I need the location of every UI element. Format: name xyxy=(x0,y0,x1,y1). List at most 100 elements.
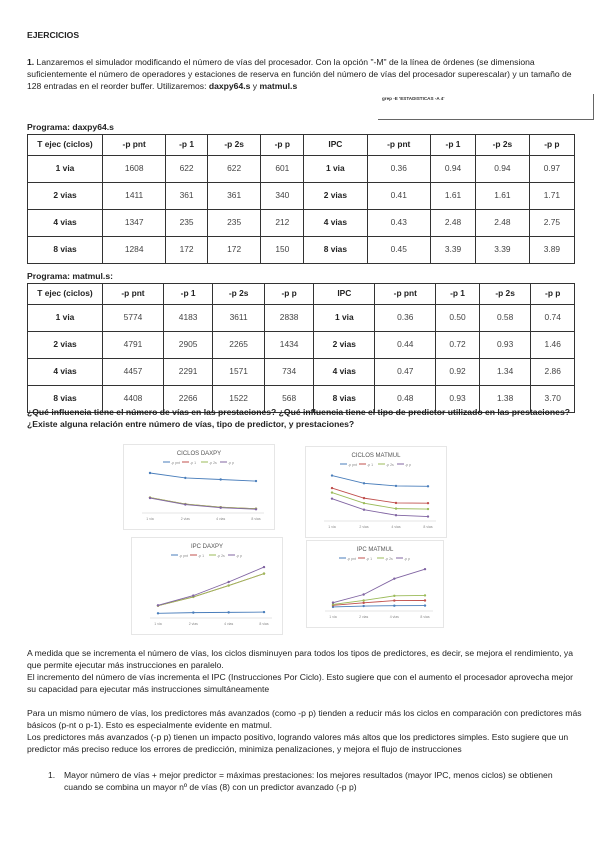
data-point xyxy=(330,474,334,477)
data-point xyxy=(330,486,334,490)
table-title-matmul: Programa: matmul.s: xyxy=(27,271,113,281)
table-cell: 0.36 xyxy=(374,304,437,332)
table-cell: 1284 xyxy=(101,236,167,264)
column-header: IPC xyxy=(313,283,376,305)
table-cell: 0.41 xyxy=(366,182,431,210)
table-cell: 4183 xyxy=(162,304,214,332)
question: ¿Qué influencia tiene el número de vías … xyxy=(27,407,570,429)
table-row: 2 vias 1411 361 361 340 2 vias 0.41 1.61 1.61 1.7… xyxy=(27,182,576,210)
table-cell: 568 xyxy=(263,385,315,413)
column-header: -p 2s xyxy=(206,134,262,156)
data-point xyxy=(254,479,258,483)
table-cell: 4 vias xyxy=(27,358,103,386)
table-cell: 4 vias xyxy=(27,209,103,237)
table-cell: 4 vias xyxy=(313,358,376,386)
x-tick-label: 8 vias xyxy=(423,525,432,529)
x-tick-label: 2 vias xyxy=(181,517,190,521)
table-cell: 0.72 xyxy=(435,331,480,359)
series-line xyxy=(331,487,429,504)
table-cell: 2905 xyxy=(162,331,214,359)
data-point xyxy=(394,501,398,505)
table-cell: 361 xyxy=(206,182,262,210)
table-cell: 0.94 xyxy=(475,155,530,183)
data-point xyxy=(393,577,396,580)
table-cell: 2266 xyxy=(162,385,214,413)
data-point xyxy=(148,471,152,475)
table-cell: 734 xyxy=(263,358,315,386)
chart-title: CICLOS DAXPY xyxy=(177,451,221,457)
series-line xyxy=(157,611,265,614)
conj: y xyxy=(250,80,260,91)
table-cell: 1.71 xyxy=(528,182,576,210)
data-point xyxy=(254,508,258,511)
x-tick-label: 4 vias xyxy=(224,622,233,626)
column-header: T ejec (ciclos) xyxy=(27,283,103,305)
data-point xyxy=(362,508,366,511)
table-cell: 0.44 xyxy=(374,331,437,359)
series-line xyxy=(331,492,429,510)
table-cell: 2291 xyxy=(162,358,214,386)
table-cell: 0.94 xyxy=(429,155,477,183)
table-cell: 601 xyxy=(260,155,305,183)
column-header: -p p xyxy=(260,134,305,156)
chart-ciclos-daxpy: CICLOS DAXPY -p pnt -p 1 -p 2s -p p 1 via 2 vi… xyxy=(123,444,275,530)
table-cell: 150 xyxy=(260,236,305,264)
table-cell: 2265 xyxy=(212,331,265,359)
table-cell: 8 vias xyxy=(313,385,376,413)
table-daxpy: T ejec (ciclos) -p pnt -p 1 -p 2s -p p IPC -p … xyxy=(27,134,576,264)
chart-title: CICLOS MATMUL xyxy=(352,453,402,459)
table-cell: 2 vias xyxy=(27,182,103,210)
data-point xyxy=(426,485,430,488)
table-cell: 2 vias xyxy=(27,331,103,359)
data-point xyxy=(393,599,396,602)
table-cell: 212 xyxy=(260,209,305,237)
table-cell: 1.34 xyxy=(478,358,532,386)
data-point xyxy=(423,567,427,571)
data-point xyxy=(362,482,366,485)
data-point xyxy=(184,476,187,480)
data-point xyxy=(423,599,427,602)
series-line xyxy=(332,600,426,606)
table-cell: 1 via xyxy=(27,304,103,332)
table-cell: 8 vias xyxy=(303,236,368,264)
table-cell: 3.89 xyxy=(528,236,576,264)
table-cell: 0.93 xyxy=(435,385,480,413)
table-row: 4 vias 4457 2291 1571 734 4 vias 0.47 0.92 1.34 2… xyxy=(27,358,575,386)
answer-p4: Los predictores más avanzados (-p p) tie… xyxy=(27,732,569,754)
table-cell: 4457 xyxy=(102,358,164,386)
data-point xyxy=(362,599,365,602)
x-tick-label: 8 vias xyxy=(420,615,429,619)
command-text: grep -E 'ESTADISTICAS -A 4' xyxy=(382,96,445,101)
table-cell: 0.43 xyxy=(366,209,431,237)
column-header: -p 2s xyxy=(475,134,530,156)
legend-label: -p p xyxy=(405,463,411,467)
file-daxpy: daxpy64.s xyxy=(208,80,251,91)
data-point xyxy=(394,484,398,488)
table-cell: 2.75 xyxy=(528,209,576,237)
data-point xyxy=(423,594,427,597)
legend-label: -p 2s xyxy=(386,463,394,467)
table-cell: 1.46 xyxy=(530,331,575,359)
x-tick-label: 1 via xyxy=(154,622,161,626)
legend-label: -p pnt xyxy=(348,463,357,467)
table-cell: 2.48 xyxy=(475,209,530,237)
table-cell: 1 via xyxy=(303,155,368,183)
data-point xyxy=(331,603,335,606)
chart-title: IPC MATMUL xyxy=(357,547,394,553)
series-line xyxy=(149,472,257,482)
intro-paragraph: 1. Lanzaremos el simulador modificando e… xyxy=(27,57,577,92)
table-cell: 172 xyxy=(165,236,208,264)
table-cell: 4 vias xyxy=(303,209,368,237)
x-tick-label: 4 vias xyxy=(216,517,225,521)
data-point xyxy=(262,572,266,575)
data-point xyxy=(262,565,266,569)
data-point xyxy=(262,610,266,614)
table-cell: 0.47 xyxy=(374,358,437,386)
x-tick-label: 1 via xyxy=(328,525,335,529)
data-point xyxy=(426,515,430,518)
column-header: -p 1 xyxy=(165,134,208,156)
data-point xyxy=(330,491,334,494)
data-point xyxy=(227,611,230,614)
chart-ciclos-matmul: CICLOS MATMUL -p pnt -p 1 -p 2s -p p 1 via 2 v… xyxy=(305,446,447,538)
data-point xyxy=(148,496,152,500)
